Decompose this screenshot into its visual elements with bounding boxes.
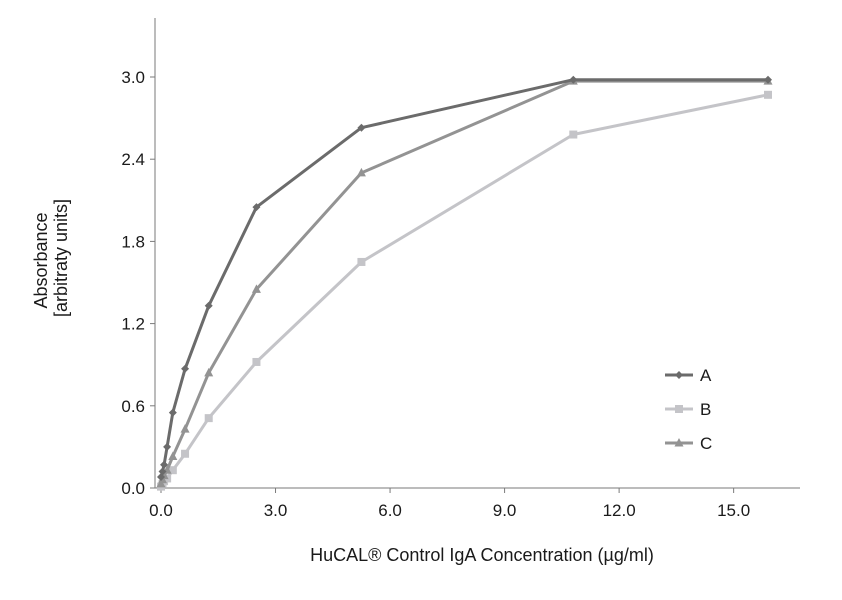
data-point-C	[204, 367, 214, 377]
legend: ABC	[665, 366, 712, 453]
x-ticks: 0.0 3.0 6.0 9.0 12.0 15.0	[149, 488, 750, 520]
data-point-A	[204, 301, 213, 310]
data-point-C	[251, 284, 261, 293]
data-point-A	[764, 75, 772, 84]
data-point-C	[356, 167, 366, 177]
data-point-A	[181, 364, 190, 373]
legend-marker-A	[675, 371, 683, 379]
legend-item-C: C	[665, 434, 712, 453]
legend-marker-C	[674, 438, 684, 447]
legend-label: A	[700, 366, 712, 385]
legend-item-B: B	[665, 400, 711, 419]
series-A	[157, 75, 772, 482]
data-point-B	[252, 357, 261, 366]
data-point-C	[168, 451, 178, 460]
y-ticks: 0.0 0.6 1.2 1.8 2.4 3.0	[121, 68, 155, 498]
data-point-A	[569, 75, 578, 84]
legend-label: C	[700, 434, 712, 453]
y-tick-label: 0.6	[121, 397, 145, 416]
data-point-C	[180, 424, 190, 433]
data-point-B	[168, 466, 177, 475]
x-tick-label: 6.0	[378, 501, 402, 520]
data-point-A	[357, 123, 366, 132]
data-point-A	[163, 442, 172, 451]
data-point-B	[204, 414, 213, 423]
data-point-A	[252, 203, 261, 212]
series-line-A	[159, 78, 768, 478]
y-tick-label: 1.8	[121, 232, 145, 251]
legend-item-A: A	[665, 366, 712, 385]
x-tick-label: 3.0	[264, 501, 288, 520]
x-axis-title: HuCAL® Control IgA Concentration (µg/ml)	[310, 545, 654, 565]
y-tick-label: 1.2	[121, 315, 145, 334]
x-tick-label: 0.0	[149, 501, 173, 520]
series-line-B	[159, 93, 769, 488]
y-tick-label: 3.0	[121, 68, 145, 87]
legend-label: B	[700, 400, 711, 419]
data-point-B	[181, 449, 190, 458]
legend-marker-B	[675, 405, 683, 413]
series-C	[156, 76, 773, 488]
x-tick-label: 9.0	[493, 501, 517, 520]
y-axis-title: Absorbance [arbitraty units]	[31, 199, 71, 317]
data-point-B	[569, 130, 578, 139]
x-tick-label: 12.0	[603, 501, 636, 520]
data-point-B	[764, 90, 772, 99]
axes	[154, 18, 800, 489]
series-B	[157, 90, 772, 491]
data-point-A	[168, 408, 177, 417]
y-tick-label: 2.4	[121, 150, 145, 169]
x-tick-label: 15.0	[717, 501, 750, 520]
series-line-C	[159, 79, 768, 485]
y-axis-title-line-1: Absorbance	[31, 212, 51, 308]
data-point-A	[158, 467, 167, 476]
data-point-A	[160, 460, 169, 469]
data-point-B	[357, 257, 366, 266]
series-layer	[156, 75, 773, 491]
y-axis-title-line-2: [arbitraty units]	[51, 199, 71, 317]
y-tick-label: 0.0	[121, 479, 145, 498]
